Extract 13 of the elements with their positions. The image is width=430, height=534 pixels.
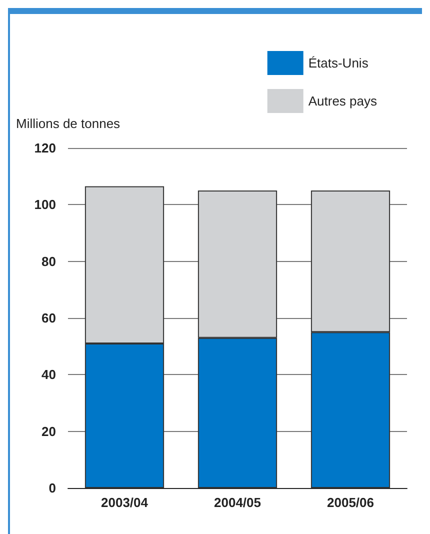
y-tick-label: 60 xyxy=(42,310,56,326)
y-tick-label: 120 xyxy=(34,140,56,156)
y-tick-label: 20 xyxy=(42,424,56,439)
legend-label: États-Unis xyxy=(308,56,369,70)
y-tick-label: 0 xyxy=(48,480,56,496)
y-tick-label: 80 xyxy=(42,254,56,269)
x-tick-label: 2003/04 xyxy=(101,495,149,510)
y-tick-label: 100 xyxy=(34,197,56,212)
x-tick-label: 2005/06 xyxy=(327,495,374,510)
y-tick-label: 40 xyxy=(42,367,56,382)
y-axis-title: Millions de tonnes xyxy=(16,116,121,131)
legend-label: Autres pays xyxy=(308,94,378,108)
x-tick-label: 2004/05 xyxy=(214,495,261,510)
